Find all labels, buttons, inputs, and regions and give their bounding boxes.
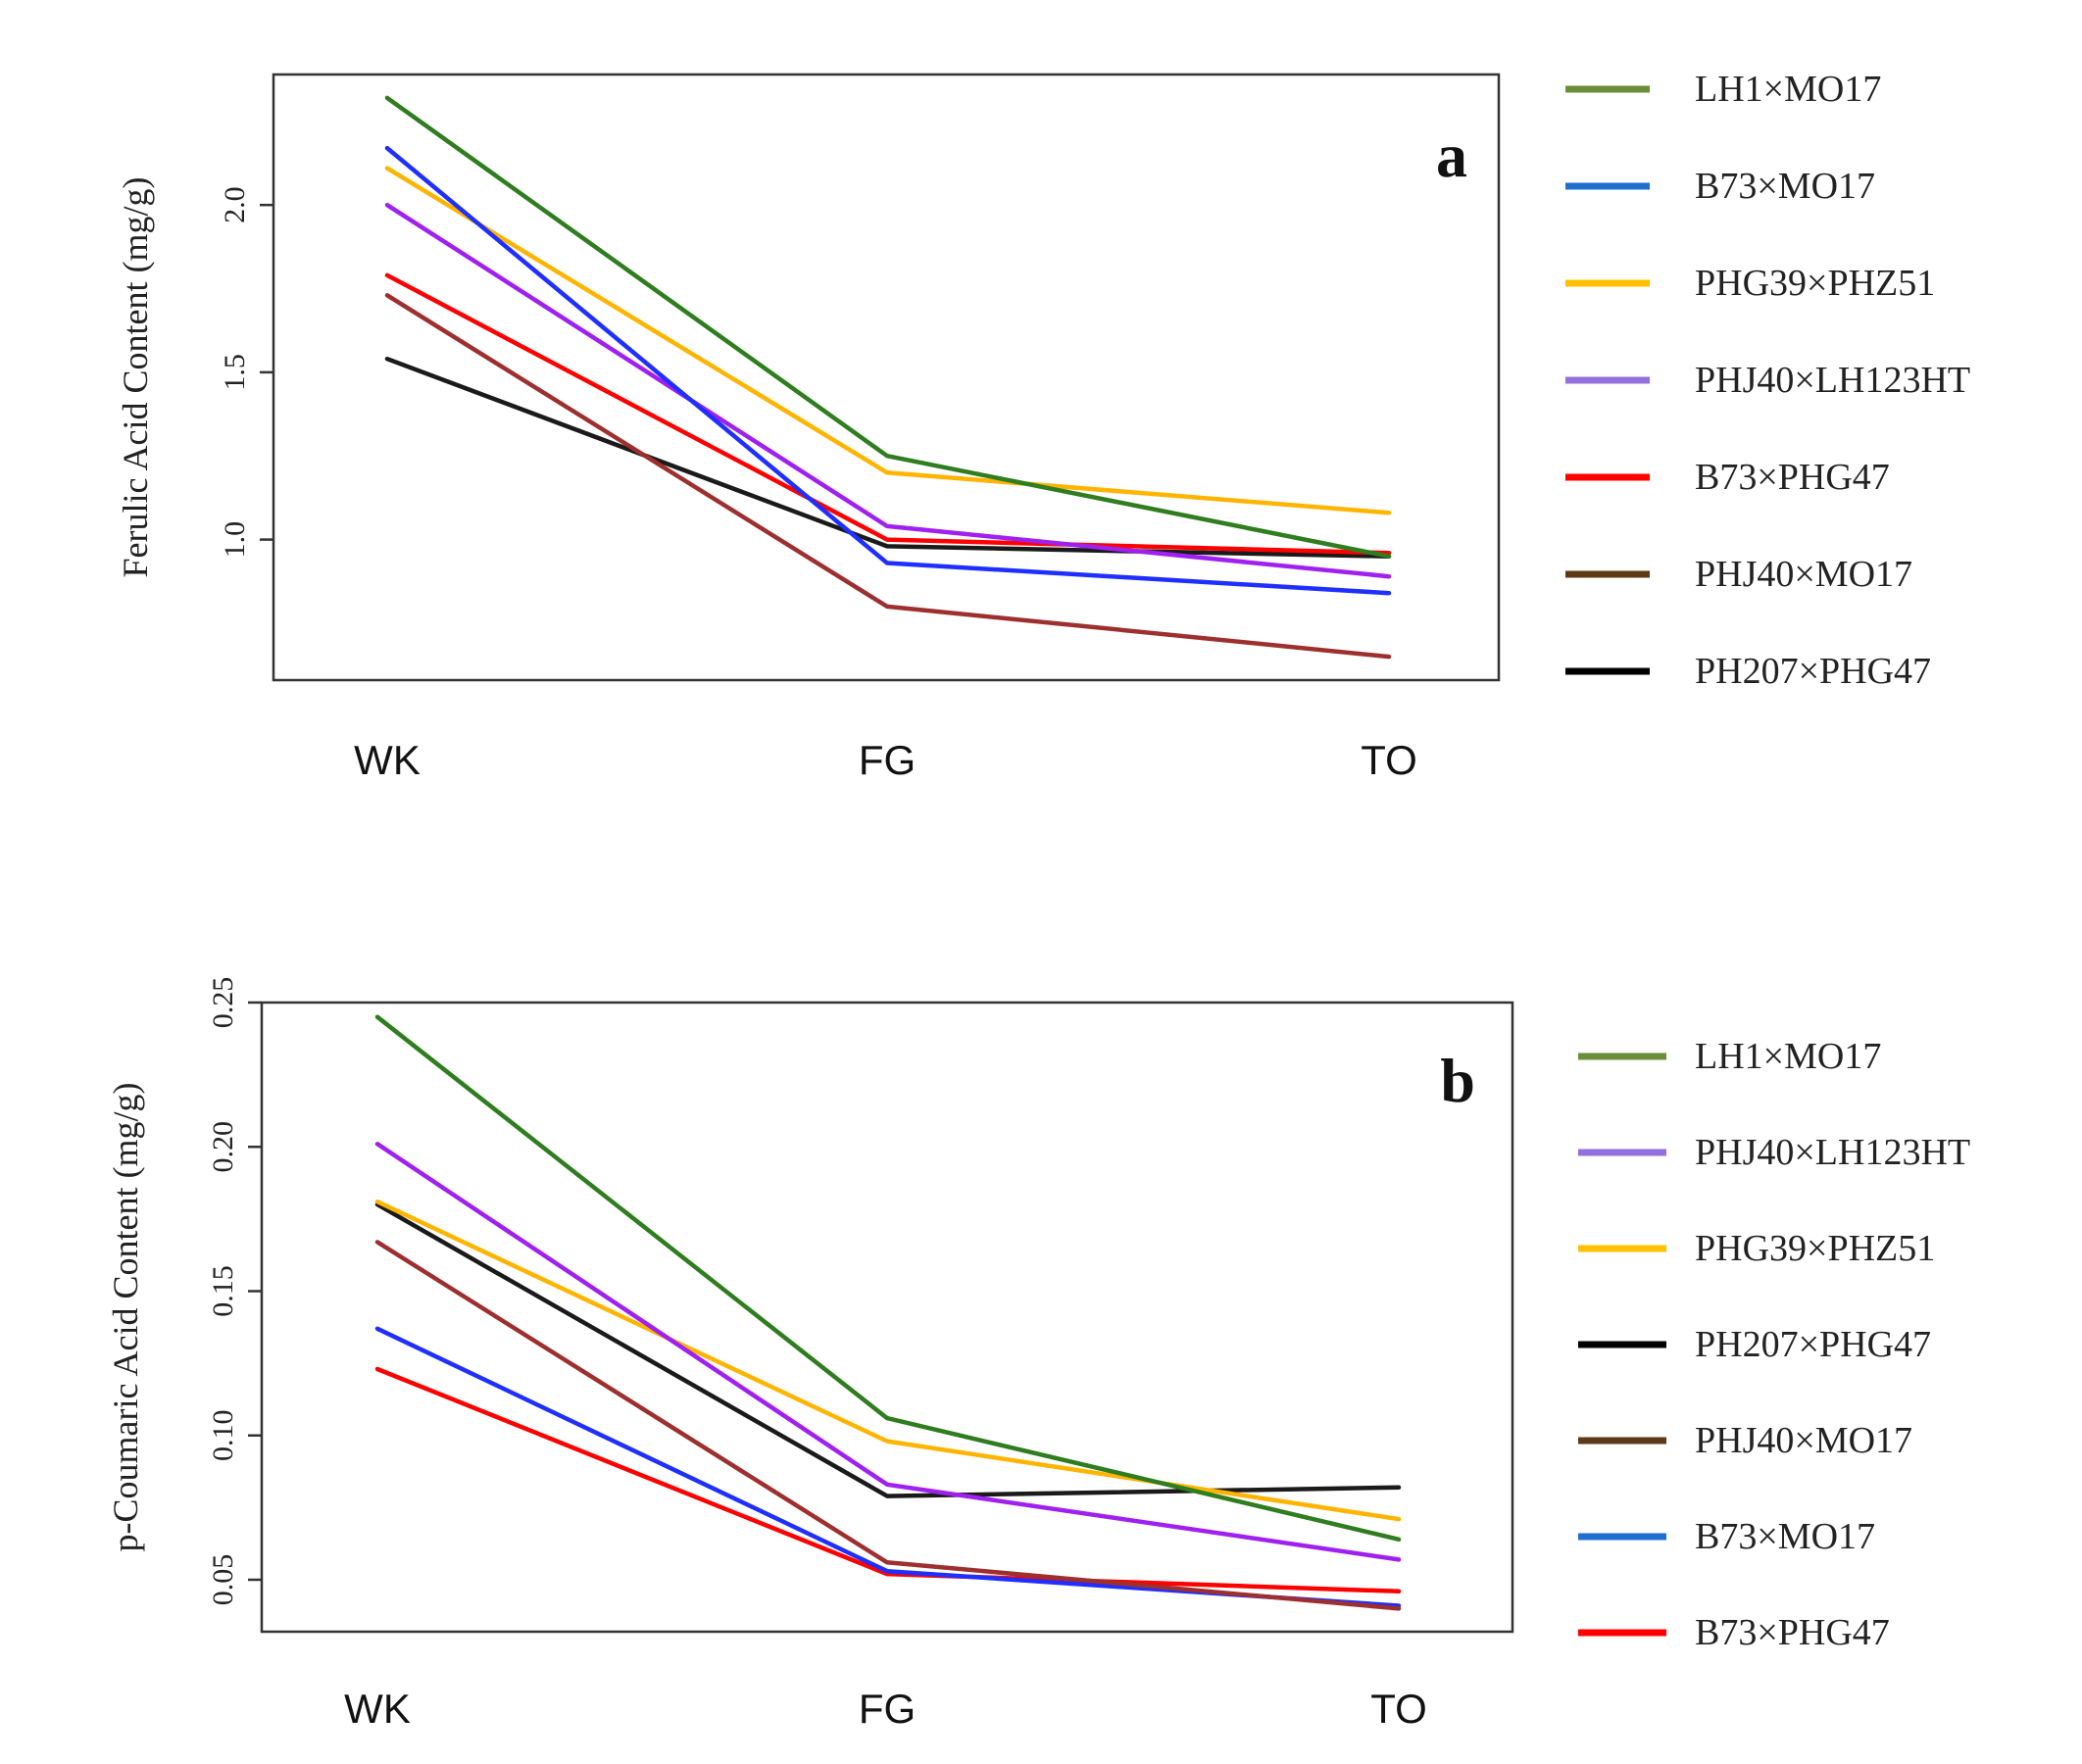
legend-label: PHJ40×LH123HT: [1695, 360, 1970, 401]
legend-label: PHJ40×LH123HT: [1695, 1132, 1970, 1173]
y-tick-label: 1.5: [219, 354, 251, 391]
x-category-label: TO: [1370, 1686, 1427, 1732]
series-line: [384, 95, 1392, 559]
panel-b-chart: 0.05 0.10 0.15 0.20 0.25 p-Coumaric Acid Cont…: [106, 977, 1970, 1732]
legend-label: PHG39×PHZ51: [1695, 263, 1935, 304]
y-tick-label: 0.20: [207, 1121, 239, 1173]
x-category-label: WK: [354, 737, 421, 783]
legend-label: PH207×PHG47: [1695, 651, 1931, 692]
x-category-label: FG: [859, 1686, 916, 1732]
series-line: [384, 272, 1392, 556]
y-tick-label: 1.0: [219, 521, 251, 559]
series-line: [374, 1014, 1402, 1543]
x-category-label: WK: [344, 1686, 411, 1732]
legend-label: PH207×PHG47: [1695, 1324, 1931, 1365]
legend-label: B73×MO17: [1695, 166, 1875, 207]
legend-label: PHG39×PHZ51: [1695, 1228, 1935, 1269]
series-line: [384, 145, 1392, 596]
plot-frame: [272, 73, 1501, 682]
y-tick-label: 0.25: [207, 977, 239, 1029]
legend-label: B73×PHG47: [1695, 1612, 1890, 1653]
y-tick-label: 0.15: [207, 1265, 239, 1317]
series-line: [374, 1199, 1402, 1522]
series-line: [384, 356, 1392, 559]
panel-a-chart: 1.0 1.5 2.0 Ferulic Acid Content (mg/g) WK FG…: [116, 69, 1970, 783]
y-tick-label: 0.05: [207, 1554, 239, 1606]
legend-label: PHJ40×MO17: [1695, 554, 1912, 595]
legend-label: PHJ40×MO17: [1695, 1420, 1912, 1461]
legend-label: LH1×MO17: [1695, 1036, 1881, 1077]
series-line: [374, 1201, 1402, 1498]
y-tick-label: 0.10: [207, 1409, 239, 1461]
x-category-label: TO: [1361, 737, 1417, 783]
y-tick-label: 2.0: [219, 186, 251, 223]
series-line: [384, 293, 1392, 660]
panel-label: a: [1436, 121, 1467, 190]
plot-frame: [260, 1001, 1514, 1634]
legend-label: B73×MO17: [1695, 1516, 1875, 1557]
series-line: [384, 202, 1392, 579]
y-axis-title: Ferulic Acid Content (mg/g): [116, 177, 155, 578]
x-category-label: FG: [859, 737, 916, 783]
series-line: [374, 1240, 1402, 1611]
series-line: [374, 1366, 1402, 1594]
series-line: [384, 166, 1392, 515]
y-axis-title: p-Coumaric Acid Content (mg/g): [106, 1083, 145, 1552]
legend-label: LH1×MO17: [1695, 69, 1881, 110]
series-line: [374, 1142, 1402, 1562]
legend-label: B73×PHG47: [1695, 457, 1890, 498]
panel-label: b: [1440, 1046, 1475, 1115]
